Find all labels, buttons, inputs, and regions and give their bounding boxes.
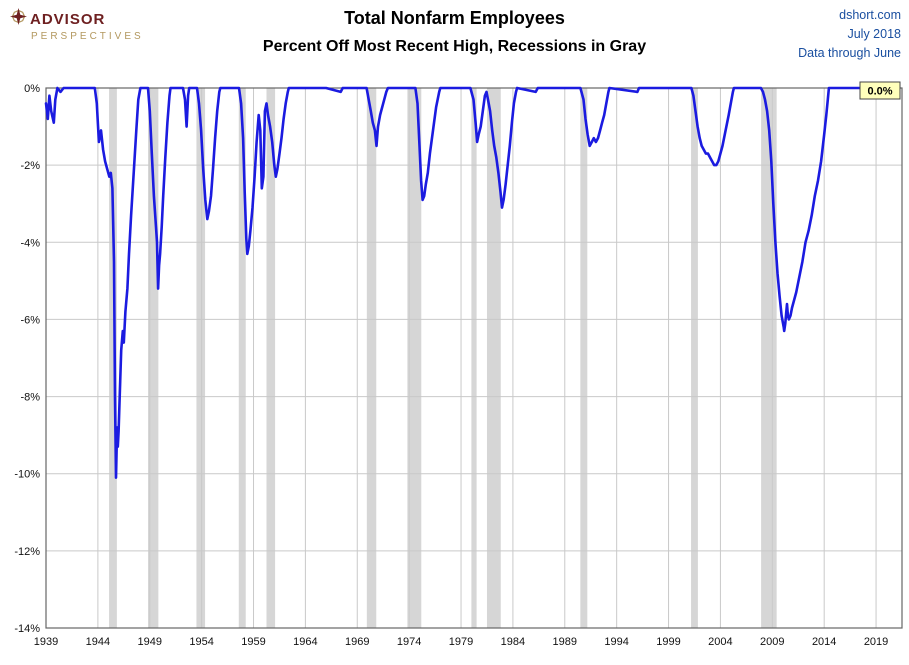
x-tick-label: 1989: [553, 636, 577, 648]
plot-border: [45, 87, 903, 629]
x-tick-label: 1984: [501, 636, 525, 648]
recession-band: [366, 88, 377, 628]
x-tick-label: 1939: [34, 636, 58, 648]
x-tick-label: 1954: [189, 636, 213, 648]
recession-band: [486, 88, 501, 628]
recession-band: [238, 88, 246, 628]
drawdown-line: [44, 86, 873, 479]
recession-band: [691, 88, 698, 628]
x-tick-label: 1969: [345, 636, 369, 648]
logo-text-perspectives: PERSPECTIVES: [31, 31, 144, 42]
y-tick-label: -2%: [20, 160, 40, 172]
x-tick-label: 1964: [293, 636, 317, 648]
x-tick-label: 2004: [708, 636, 732, 648]
source-block: dshort.com July 2018 Data through June: [798, 6, 901, 62]
chart-subtitle: Percent Off Most Recent High, Recessions…: [262, 38, 647, 55]
source-date: July 2018: [847, 26, 901, 41]
source-note: Data through June: [798, 45, 901, 60]
advisor-perspectives-logo: ADVISOR PERSPECTIVES: [10, 8, 144, 42]
chart-titles: Total Nonfarm Employees Percent Off Most…: [0, 8, 909, 56]
source-site: dshort.com: [839, 8, 901, 22]
x-tick-label: 2009: [760, 636, 784, 648]
x-tick-label: 1949: [138, 636, 162, 648]
x-tick-label: 1994: [604, 636, 628, 648]
recession-band: [407, 88, 422, 628]
x-tick-label: 1944: [86, 636, 110, 648]
recession-band: [147, 88, 159, 628]
recession-band: [266, 88, 276, 628]
x-tick-label: 1979: [449, 636, 473, 648]
x-tick-label: 2019: [864, 636, 888, 648]
chart-svg: 0% -2% -4% -6% -8% -10% -12% -14%1939 1944 1949 19…: [14, 81, 903, 648]
compass-icon: [10, 8, 27, 30]
latest-value-label: 0.0%: [867, 86, 892, 98]
y-tick-label: -12%: [14, 546, 40, 558]
recession-band: [471, 88, 477, 628]
y-tick-label: 0%: [24, 83, 40, 95]
x-tick-label: 2014: [812, 636, 836, 648]
y-tick-label: -8%: [20, 392, 40, 404]
y-tick-label: -6%: [20, 314, 40, 326]
recession-band: [109, 88, 117, 628]
x-tick-label: 1974: [397, 636, 421, 648]
y-tick-label: -10%: [14, 469, 40, 481]
recession-band: [196, 88, 206, 628]
chart-title: Total Nonfarm Employees: [344, 8, 565, 28]
y-tick-label: -4%: [20, 237, 40, 249]
drawdown-chart: 0% -2% -4% -6% -8% -10% -12% -14% 1939 1944 1949 19…: [0, 80, 909, 660]
x-tick-label: 1959: [241, 636, 265, 648]
x-tick-label: 1999: [656, 636, 680, 648]
recession-band: [580, 88, 588, 628]
logo-text-advisor: ADVISOR: [30, 10, 106, 28]
y-tick-label: -14%: [14, 623, 40, 635]
recession-band: [761, 88, 777, 628]
chart-header: ADVISOR PERSPECTIVES Total Nonfarm Emplo…: [0, 0, 909, 80]
latest-value-box: [859, 81, 901, 100]
